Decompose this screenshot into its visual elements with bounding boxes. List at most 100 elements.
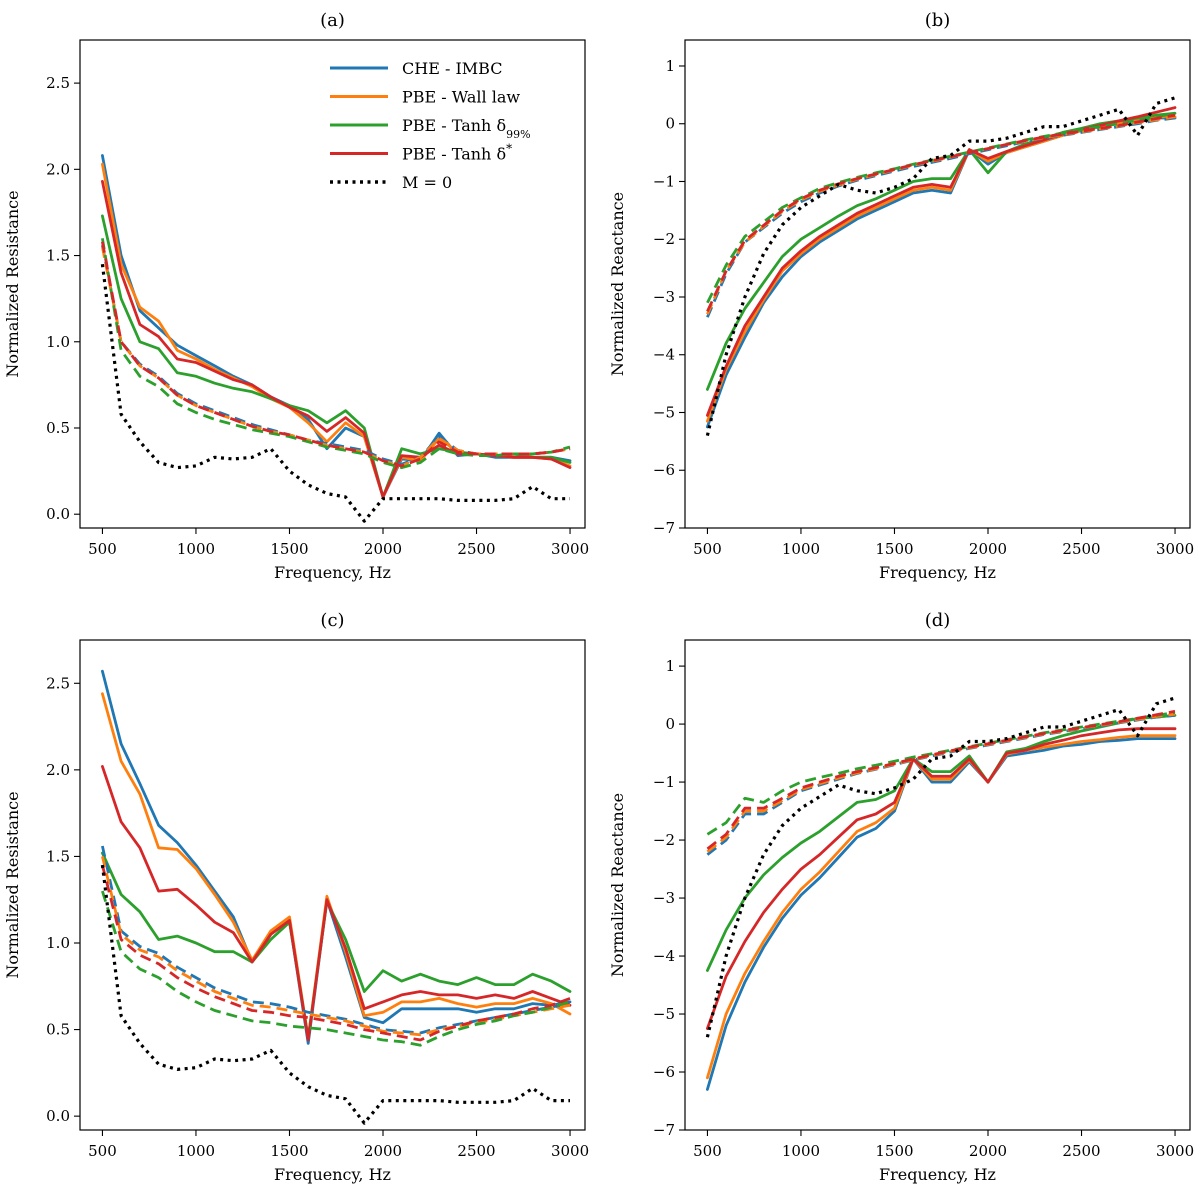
y-axis-label: Normalized Resistance bbox=[3, 190, 22, 377]
series-line-m-0-dotted bbox=[705, 696, 1176, 1038]
x-tick-label: 3000 bbox=[551, 540, 589, 558]
series-line-pbe-tanh-99-solid bbox=[706, 111, 1177, 391]
x-tick-label: 3000 bbox=[1156, 540, 1194, 558]
x-tick-label: 1500 bbox=[270, 540, 308, 558]
y-axis-label: Normalized Reactance bbox=[608, 793, 627, 977]
y-tick-label: −2 bbox=[653, 831, 675, 849]
x-tick-label: 1500 bbox=[270, 1142, 308, 1160]
y-tick-label: −4 bbox=[653, 947, 675, 965]
y-tick-label: −6 bbox=[653, 1063, 675, 1081]
y-tick-label: 1 bbox=[665, 57, 675, 75]
x-tick-label: 1500 bbox=[875, 540, 913, 558]
x-tick-label: 2000 bbox=[969, 1142, 1007, 1160]
axes-frame bbox=[79, 639, 586, 1131]
legend-item: CHE - IMBC bbox=[330, 59, 502, 78]
x-tick-label: 500 bbox=[88, 540, 117, 558]
y-tick-label: −4 bbox=[653, 346, 675, 364]
series-line-pbe-tanh-99-solid bbox=[101, 851, 572, 1040]
axes-frame bbox=[684, 639, 1191, 1131]
x-tick-label: 1000 bbox=[177, 540, 215, 558]
series-line-che-imbc-dashed bbox=[706, 714, 1176, 856]
x-tick-label: 1000 bbox=[782, 1142, 820, 1160]
series-line-pbe-tanh-solid bbox=[706, 727, 1177, 1030]
series-line-pbe-wall-law-solid bbox=[706, 115, 1177, 423]
y-tick-label: −1 bbox=[653, 172, 675, 190]
x-tick-label: 2000 bbox=[364, 1142, 402, 1160]
y-tick-label: 1.0 bbox=[46, 333, 70, 351]
series-line-pbe-tanh-dashed bbox=[101, 864, 571, 1042]
series-line-pbe-tanh-99-dashed bbox=[101, 890, 571, 1047]
x-axis-label: Frequency, Hz bbox=[879, 563, 996, 582]
series-line-che-imbc-solid bbox=[706, 116, 1177, 429]
panel-d: 500 1000 1500 2000 2500 3000 −7 −6 −5 −4 −3 −2 −1 0 1 (… bbox=[608, 610, 1194, 1184]
y-tick-label: 1.5 bbox=[46, 247, 70, 265]
series-line-pbe-tanh-dashed bbox=[101, 241, 571, 468]
series-line-pbe-tanh-99-dashed bbox=[101, 238, 571, 470]
series-line-m-0-dotted bbox=[100, 264, 570, 523]
y-tick-label: 2.5 bbox=[46, 74, 70, 92]
series-line-m-0-dotted bbox=[100, 864, 570, 1125]
series-line-pbe-wall-law-dashed bbox=[101, 856, 571, 1037]
y-tick-label: 0.5 bbox=[46, 1021, 70, 1039]
y-tick-label: 1 bbox=[665, 657, 675, 675]
y-tick-label: −3 bbox=[653, 889, 675, 907]
x-tick-label: 2500 bbox=[457, 540, 495, 558]
y-tick-label: 0 bbox=[665, 115, 675, 133]
x-tick-label: 2500 bbox=[1062, 1142, 1100, 1160]
x-axis-label: Frequency, Hz bbox=[879, 1165, 996, 1184]
x-tick-label: 2000 bbox=[969, 540, 1007, 558]
y-tick-label: −7 bbox=[653, 519, 675, 537]
y-tick-label: −7 bbox=[653, 1121, 675, 1139]
x-tick-label: 2500 bbox=[1062, 540, 1100, 558]
x-tick-label: 1000 bbox=[782, 540, 820, 558]
legend-item: M = 0 bbox=[330, 173, 452, 192]
legend-item: PBE - Tanh δ* bbox=[330, 142, 512, 164]
legend-label: M = 0 bbox=[402, 173, 452, 192]
y-tick-label: −3 bbox=[653, 288, 675, 306]
y-tick-label: 2.0 bbox=[46, 160, 70, 178]
x-tick-label: 500 bbox=[693, 540, 722, 558]
axes-frame bbox=[79, 39, 586, 529]
legend-label: CHE - IMBC bbox=[402, 59, 502, 78]
x-axis-label: Frequency, Hz bbox=[274, 1165, 391, 1184]
legend-item: PBE - Wall law bbox=[330, 88, 520, 107]
axes-frame bbox=[684, 39, 1191, 529]
x-tick-label: 2500 bbox=[457, 1142, 495, 1160]
y-tick-label: 2.5 bbox=[46, 674, 70, 692]
y-tick-label: 2.0 bbox=[46, 761, 70, 779]
y-tick-label: −2 bbox=[653, 230, 675, 248]
legend-item: PBE - Tanh δ99% bbox=[330, 116, 531, 141]
series-line-che-imbc-solid bbox=[706, 737, 1177, 1091]
series-line-che-imbc-solid bbox=[101, 154, 572, 499]
legend-label: PBE - Tanh δ* bbox=[402, 142, 512, 164]
legend-label: PBE - Tanh δ99% bbox=[402, 116, 531, 141]
panel-title: (d) bbox=[925, 610, 951, 631]
y-tick-label: −1 bbox=[653, 773, 675, 791]
x-axis-label: Frequency, Hz bbox=[274, 563, 391, 582]
y-tick-label: 1.0 bbox=[46, 934, 70, 952]
y-tick-label: 0 bbox=[665, 715, 675, 733]
y-tick-label: −6 bbox=[653, 461, 675, 479]
x-tick-label: 500 bbox=[693, 1142, 722, 1160]
series-line-pbe-tanh-dashed bbox=[706, 709, 1176, 850]
y-axis-label: Normalized Resistance bbox=[3, 791, 22, 978]
series-line-pbe-tanh-dashed bbox=[706, 113, 1176, 312]
x-tick-label: 3000 bbox=[1156, 1142, 1194, 1160]
series-line-m-0-dotted bbox=[705, 96, 1176, 436]
legend: CHE - IMBC PBE - Wall law PBE - Tanh δ99%P… bbox=[330, 59, 531, 192]
series-line-che-imbc-dashed bbox=[706, 116, 1176, 318]
x-tick-label: 3000 bbox=[551, 1142, 589, 1160]
legend-label: PBE - Wall law bbox=[402, 88, 520, 107]
y-axis-label: Normalized Reactance bbox=[608, 192, 627, 376]
series-line-pbe-tanh-solid bbox=[101, 765, 572, 1042]
panel-title: (a) bbox=[320, 10, 345, 31]
y-tick-label: −5 bbox=[653, 1005, 675, 1023]
y-tick-label: 1.5 bbox=[46, 847, 70, 865]
series-line-pbe-wall-law-solid bbox=[706, 734, 1177, 1080]
series-line-pbe-tanh-solid bbox=[101, 179, 572, 499]
x-tick-label: 500 bbox=[88, 1142, 117, 1160]
x-tick-label: 1000 bbox=[177, 1142, 215, 1160]
y-tick-label: 0.0 bbox=[46, 1107, 70, 1125]
panel-c: 500 1000 1500 2000 2500 3000 0.0 0.5 1.0 1.5 2.0 2.… bbox=[3, 610, 589, 1184]
